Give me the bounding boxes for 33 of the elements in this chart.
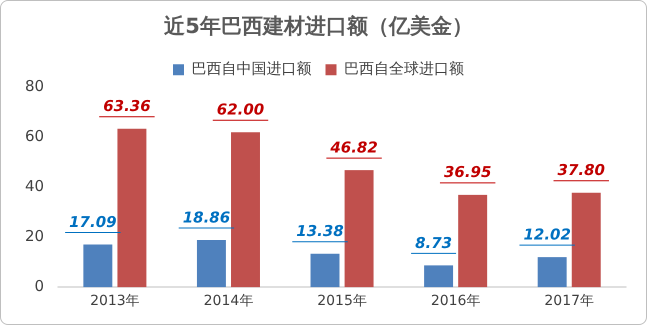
legend-label: 巴西自全球进口额 — [344, 60, 464, 78]
bar — [538, 257, 567, 288]
x-tick-label: 2013年 — [90, 293, 140, 310]
data-label: 62.00 — [216, 100, 264, 119]
y-tick-label: 0 — [34, 277, 44, 296]
bar — [458, 194, 488, 288]
data-label: 36.95 — [444, 163, 492, 182]
legend-label: 巴西自中国进口额 — [192, 60, 312, 78]
bar — [196, 240, 226, 288]
x-tick-label: 2016年 — [430, 293, 480, 310]
data-label: 46.82 — [329, 138, 378, 157]
data-label: 37.80 — [558, 161, 605, 180]
bar — [344, 170, 374, 288]
bar — [117, 128, 146, 288]
data-label: 63.36 — [103, 97, 151, 116]
x-tick-label: 2014年 — [204, 293, 254, 310]
bar — [572, 192, 601, 288]
data-label: 17.09 — [69, 212, 117, 231]
bar — [231, 132, 260, 288]
bar — [424, 265, 454, 288]
y-tick-label: 20 — [24, 227, 44, 246]
y-tick-label: 80 — [24, 77, 44, 96]
data-label: 18.86 — [182, 208, 230, 226]
data-label: 8.73 — [415, 234, 452, 252]
y-tick-label: 60 — [24, 127, 44, 146]
bar — [83, 244, 112, 288]
bar — [310, 254, 340, 288]
x-tick-label: 2015年 — [317, 293, 367, 310]
x-tick-label: 2017年 — [544, 293, 594, 310]
chart-title: 近5年巴西建材进口额（亿美金） — [163, 14, 473, 38]
y-tick-label: 40 — [24, 177, 44, 196]
data-label: 13.38 — [296, 222, 344, 240]
data-label: 12.02 — [523, 226, 571, 244]
